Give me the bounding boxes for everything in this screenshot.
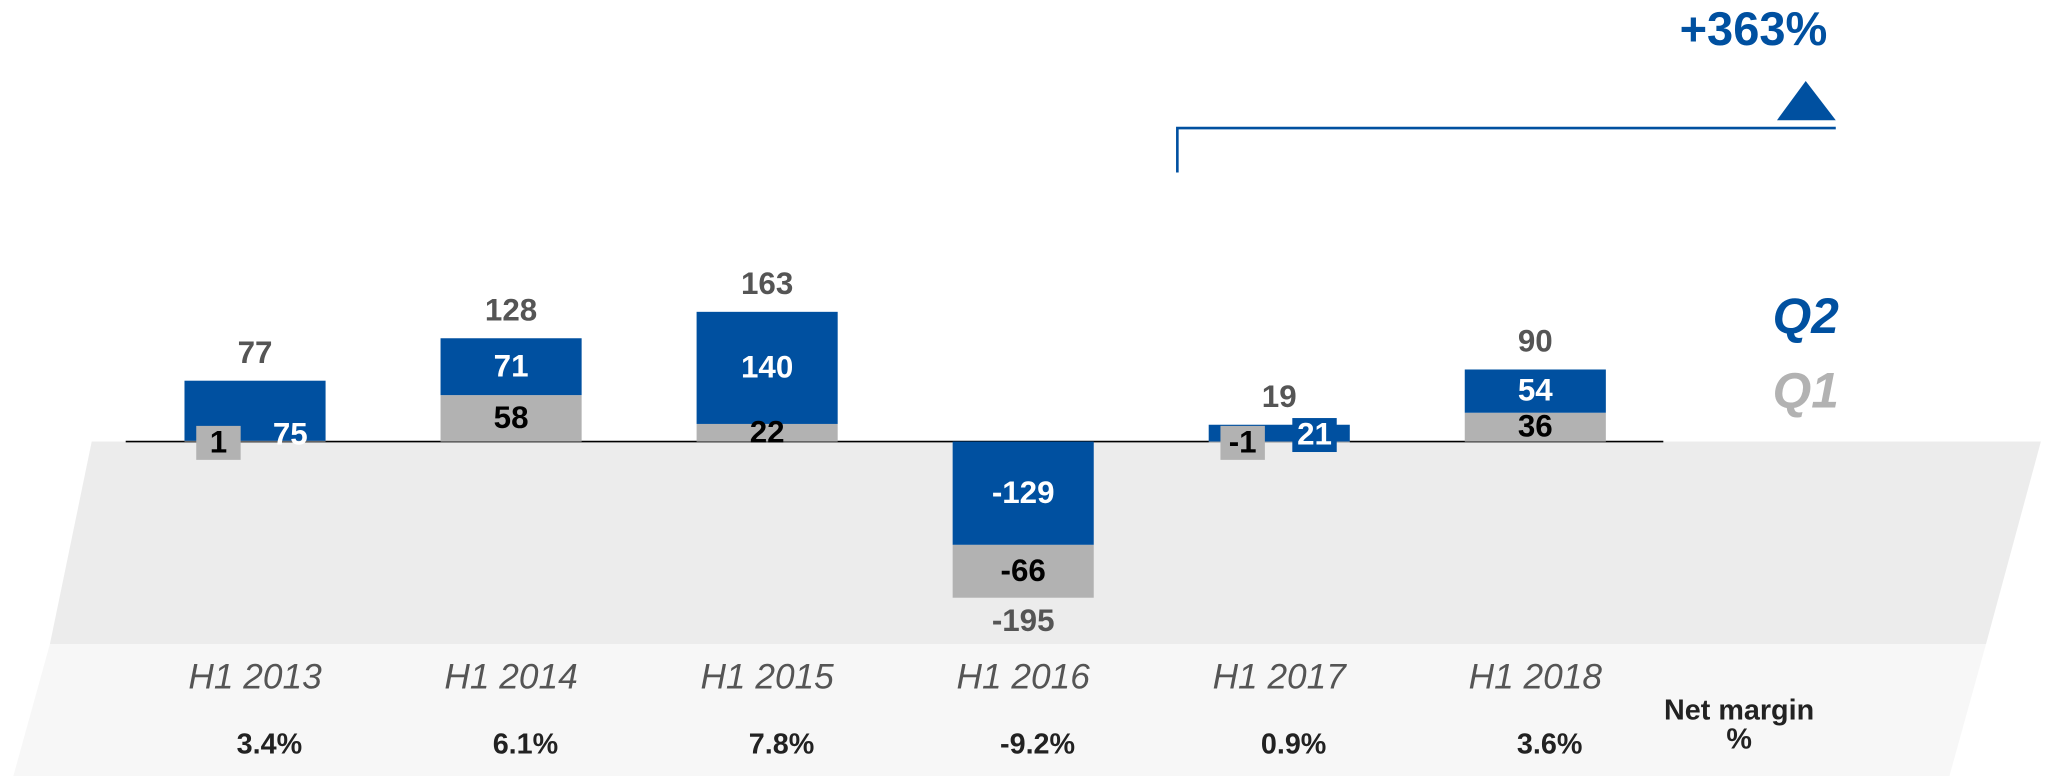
- bar-segment: [1464, 369, 1606, 413]
- growth-bracket: [1176, 126, 1836, 173]
- segment-label: -66: [1001, 553, 1046, 588]
- total-label: 128: [485, 292, 537, 327]
- net-margin: -9.2%: [1000, 729, 1075, 761]
- x-tick-label: H1 2014: [444, 658, 577, 697]
- segment-label: 21: [1297, 417, 1332, 452]
- x-tick-label: H1 2017: [1213, 658, 1348, 697]
- bar-segment: [1464, 412, 1606, 442]
- segment-label: 22: [750, 414, 785, 449]
- segment-label: 58: [494, 400, 529, 435]
- x-tick-label: H1 2013: [188, 658, 322, 697]
- x-tick-label: H1 2015: [700, 658, 834, 697]
- total-label: 77: [238, 335, 273, 370]
- net-margin: 3.4%: [237, 729, 302, 761]
- up-triangle: [1776, 80, 1836, 121]
- segment-label: 71: [494, 348, 529, 383]
- growth-annotation: +363%: [1680, 2, 1828, 55]
- legend-entry: Q2: [1773, 288, 1840, 344]
- bar-segment: [952, 441, 1094, 545]
- segment-label: -1: [1229, 424, 1257, 459]
- segment-label: 140: [741, 349, 793, 384]
- label-box: [196, 425, 241, 460]
- bar-segment: [952, 544, 1094, 598]
- segment-label: 1: [210, 424, 227, 459]
- net-margin: 7.8%: [749, 729, 815, 761]
- net-margin: 0.9%: [1261, 729, 1327, 761]
- bar-segment: [440, 338, 582, 396]
- net-margin-title: Net margin: [1664, 695, 1814, 727]
- bar-segment: [696, 423, 838, 442]
- total-label: -195: [992, 603, 1055, 638]
- net-margin: 6.1%: [493, 729, 558, 761]
- segment-label: -129: [992, 475, 1055, 510]
- net-margin: 3.6%: [1517, 729, 1583, 761]
- label-band: [13, 644, 1987, 776]
- total-label: 163: [741, 266, 793, 301]
- total-label: 90: [1518, 324, 1553, 359]
- x-tick-label: H1 2018: [1469, 658, 1603, 697]
- bar-segment: [440, 395, 582, 442]
- segment-label: 36: [1518, 409, 1553, 444]
- total-label: 19: [1262, 379, 1297, 414]
- bar-segment: [184, 440, 326, 442]
- label-box: [1292, 418, 1337, 453]
- bar-segment: [696, 311, 838, 424]
- bar-segment: [1208, 441, 1350, 443]
- x-tick-label: H1 2016: [957, 658, 1091, 697]
- legend-entry: Q1: [1773, 363, 1839, 419]
- label-box: [1220, 425, 1265, 460]
- segment-label: 54: [1518, 373, 1553, 408]
- net-margin-title: %: [1726, 723, 1752, 755]
- segment-label: 75: [273, 417, 308, 452]
